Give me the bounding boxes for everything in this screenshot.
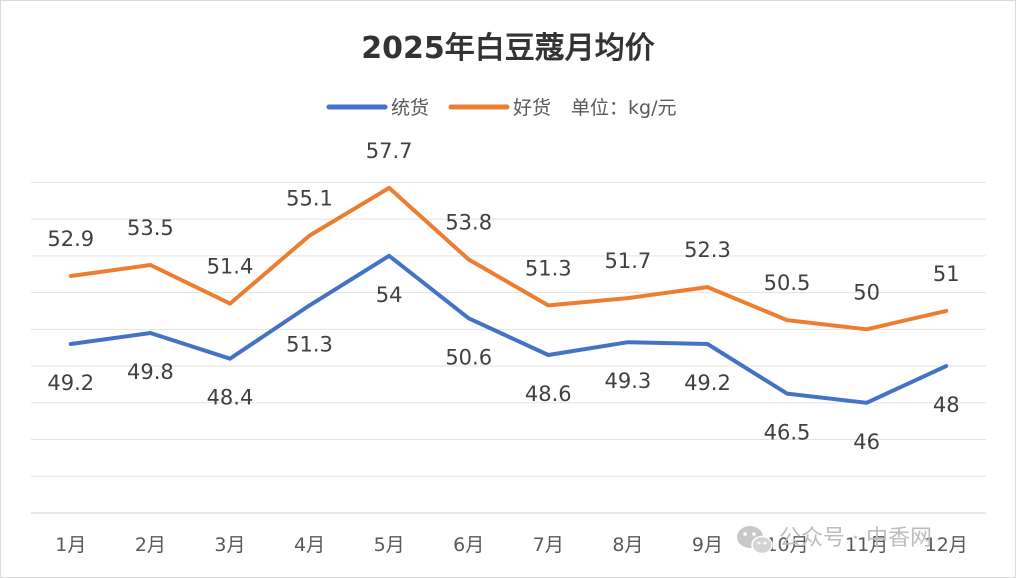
data-label: 49.8 [127, 360, 174, 384]
data-label: 49.2 [47, 371, 94, 395]
watermark: 公众号 · 中香网 [737, 526, 932, 555]
data-label: 50 [853, 280, 880, 304]
data-label: 57.7 [366, 139, 413, 163]
data-label: 48 [933, 393, 960, 417]
data-label: 51.3 [525, 256, 572, 280]
chart-title: 2025年白豆蔻月均价 [361, 31, 655, 66]
data-label: 48.6 [525, 382, 572, 406]
x-tick-label: 4月 [294, 534, 325, 556]
x-tick-label: 10月 [765, 534, 808, 556]
series-line [68, 185, 949, 332]
data-label: 54 [376, 283, 403, 307]
x-tick-label: 1月 [55, 534, 86, 556]
series-lines [68, 185, 949, 405]
legend-unit-note: 单位：kg/元 [571, 97, 676, 119]
data-label: 52.9 [47, 227, 94, 251]
legend-entry: 好货 [513, 97, 551, 119]
data-label: 49.2 [684, 371, 731, 395]
data-label: 55.1 [286, 187, 333, 211]
x-tick-label: 6月 [453, 534, 484, 556]
series-line [68, 253, 949, 405]
x-axis: 1月 2月 3月 4月 5月 6月 7月 8月 9月 10月 11月 12月 [55, 534, 968, 556]
wechat-icon [737, 526, 773, 555]
data-label: 51.7 [604, 249, 651, 273]
x-tick-label: 11月 [845, 534, 888, 556]
data-label: 48.4 [207, 386, 254, 410]
gridlines [31, 181, 986, 514]
data-label: 51 [933, 262, 960, 286]
data-label: 51.3 [286, 332, 333, 356]
data-label: 52.3 [684, 238, 731, 262]
data-label: 53.5 [127, 216, 174, 240]
legend: 统货 好货 单位：kg/元 [326, 97, 676, 119]
x-tick-label: 9月 [692, 534, 723, 556]
data-label: 46 [853, 430, 880, 454]
x-tick-label: 12月 [925, 534, 968, 556]
data-labels: 49.2 49.8 48.4 51.3 54 50.6 48.6 49.3 49.2 46.5 46… [47, 139, 959, 454]
legend-entry: 统货 [391, 97, 429, 119]
x-tick-label: 3月 [214, 534, 245, 556]
x-tick-label: 2月 [135, 534, 166, 556]
data-label: 50.6 [445, 345, 492, 369]
x-tick-label: 8月 [612, 534, 643, 556]
data-label: 49.3 [604, 369, 651, 393]
data-label: 46.5 [764, 421, 811, 445]
data-label: 50.5 [764, 271, 811, 295]
x-tick-label: 7月 [533, 534, 564, 556]
watermark-text: 公众号 · 中香网 [779, 526, 932, 551]
data-label: 53.8 [445, 211, 492, 235]
x-tick-label: 5月 [374, 534, 405, 556]
data-label: 51.4 [207, 255, 254, 279]
